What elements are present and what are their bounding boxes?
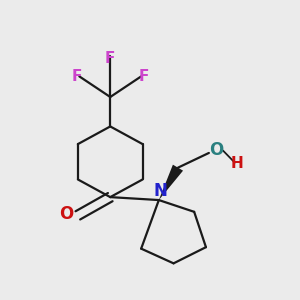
Text: H: H (230, 156, 243, 171)
Text: F: F (105, 51, 116, 66)
Text: F: F (139, 69, 149, 84)
Text: O: O (209, 141, 224, 159)
Text: O: O (59, 205, 74, 223)
Text: N: N (153, 182, 167, 200)
Text: F: F (71, 69, 82, 84)
Polygon shape (159, 165, 183, 200)
